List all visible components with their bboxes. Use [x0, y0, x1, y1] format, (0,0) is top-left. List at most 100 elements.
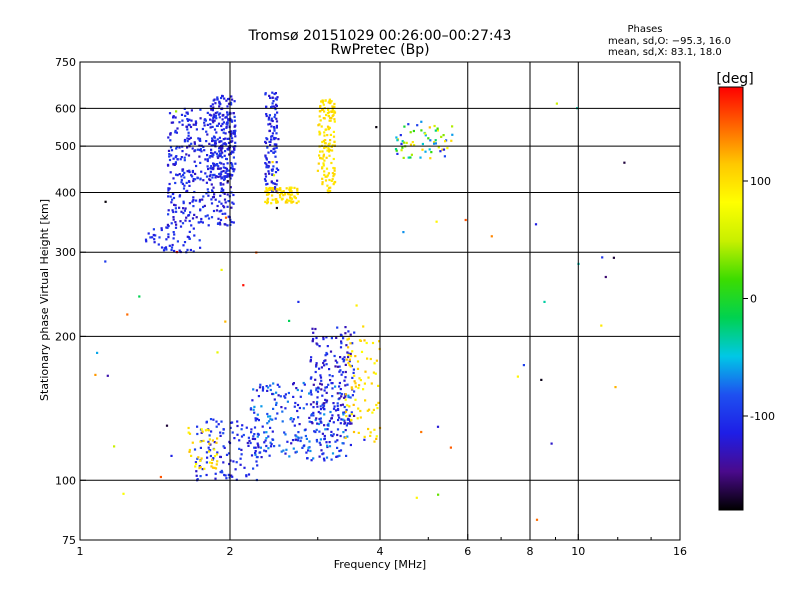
scatter-point-822: [330, 179, 333, 182]
scatter-point-495: [224, 132, 227, 135]
scatter-point-638: [275, 126, 278, 129]
scatter-point-1308: [309, 377, 312, 380]
scatter-point-970: [173, 233, 176, 236]
scatter-point-627: [269, 144, 272, 147]
scatter-point-678: [273, 182, 276, 185]
scatter-point-1313: [340, 334, 343, 337]
scatter-point-1196: [256, 435, 259, 438]
scatter-point-1689: [411, 141, 414, 144]
scatter-point-732: [286, 201, 289, 204]
scatter-point-1625: [350, 386, 353, 389]
scatter-point-746: [275, 201, 278, 204]
scatter-point-1728: [535, 518, 539, 521]
scatter-point-1674: [421, 142, 424, 146]
scatter-point-52: [190, 224, 193, 227]
scatter-point-1540: [211, 439, 214, 442]
scatter-point-268: [186, 119, 190, 122]
scatter-point-285: [168, 155, 171, 158]
scatter-point-1619: [363, 382, 366, 385]
scatter-point-403: [195, 164, 198, 168]
scatter-point-1038: [341, 442, 344, 445]
scatter-point-287: [186, 189, 189, 192]
scatter-point-367: [172, 177, 175, 180]
scatter-point-220: [226, 137, 229, 140]
scatter-point-295: [171, 192, 174, 196]
scatter-point-698: [274, 97, 277, 100]
scatter-point-321: [196, 177, 199, 180]
scatter-point-1139: [308, 416, 311, 419]
scatter-point-634: [265, 157, 268, 160]
scatter-point-656: [275, 124, 278, 127]
scatter-point-1510: [210, 430, 213, 433]
scatter-point-182: [181, 123, 184, 126]
scatter-point-1661: [409, 143, 413, 146]
scatter-point-531: [211, 152, 214, 155]
scatter-point-571: [233, 147, 236, 150]
scatter-point-1204: [318, 430, 321, 433]
scatter-point-120: [206, 158, 209, 161]
scatter-point-620: [264, 140, 267, 143]
scatter-point-635: [274, 92, 277, 95]
scatter-point-1077: [275, 401, 278, 404]
scatter-point-554: [211, 176, 214, 179]
scatter-point-281: [188, 202, 191, 205]
scatter-point-1416: [256, 417, 259, 420]
scatter-point-1530: [195, 462, 198, 466]
scatter-point-1346: [329, 379, 332, 382]
scatter-point-320: [170, 149, 174, 152]
y-tick-label-3: 300: [55, 246, 76, 259]
scatter-point-679: [275, 146, 278, 149]
scatter-point-632: [275, 117, 278, 120]
scatter-point-1293: [353, 414, 356, 417]
scatter-point-1332: [324, 354, 327, 357]
scatter-point-1652: [407, 156, 410, 159]
scatter-point-1546: [206, 428, 209, 431]
scatter-point-485: [220, 124, 223, 128]
scatter-point-1094: [269, 426, 272, 429]
scatter-point-925: [319, 110, 322, 113]
scatter-point-1282: [326, 345, 329, 348]
scatter-point-457: [214, 111, 217, 115]
scatter-point-1454: [243, 466, 246, 469]
scatter-point-419: [230, 221, 233, 224]
colorbar: [718, 86, 744, 511]
scatter-point-1686: [437, 146, 440, 149]
scatter-point-992: [324, 428, 327, 431]
scatter-point-1554: [188, 450, 191, 453]
scatter-point-308: [208, 156, 211, 159]
scatter-point-259: [175, 223, 178, 226]
scatter-point-1644: [357, 431, 360, 434]
scatter-point-819: [331, 108, 334, 111]
scatter-point-1198: [274, 417, 277, 420]
scatter-point-475: [215, 175, 218, 178]
scatter-point-1380: [346, 351, 349, 354]
scatter-point-1163: [308, 440, 311, 443]
scatter-point-968: [160, 228, 163, 232]
scatter-point-600: [272, 165, 275, 168]
scatter-point-1468: [239, 457, 242, 460]
scatter-point-388: [183, 176, 186, 179]
scatter-point-354: [203, 124, 206, 127]
scatter-point-459: [218, 136, 221, 139]
scatter-point-1202: [306, 457, 309, 460]
scatter-point-298: [227, 148, 230, 151]
scatter-point-518: [228, 146, 231, 150]
scatter-point-1322: [338, 370, 341, 373]
scatter-point-1218: [299, 439, 302, 442]
scatter-point-1761: [449, 446, 452, 449]
scatter-point-887: [319, 157, 322, 160]
scatter-point-1381: [314, 370, 317, 374]
scatter-point-774: [296, 192, 299, 196]
scatter-point-1760: [601, 256, 604, 259]
scatter-point-1558: [188, 448, 191, 452]
scatter-point-1660: [434, 139, 437, 142]
scatter-point-1277: [343, 379, 346, 382]
scatter-point-197: [199, 108, 202, 111]
scatter-point-1185: [280, 450, 283, 453]
scatter-point-142: [188, 169, 191, 172]
scatter-point-64: [218, 221, 221, 224]
scatter-point-299: [183, 107, 186, 110]
scatter-point-1291: [319, 408, 323, 411]
scatter-point-219: [174, 116, 177, 119]
scatter-point-645: [271, 169, 274, 172]
